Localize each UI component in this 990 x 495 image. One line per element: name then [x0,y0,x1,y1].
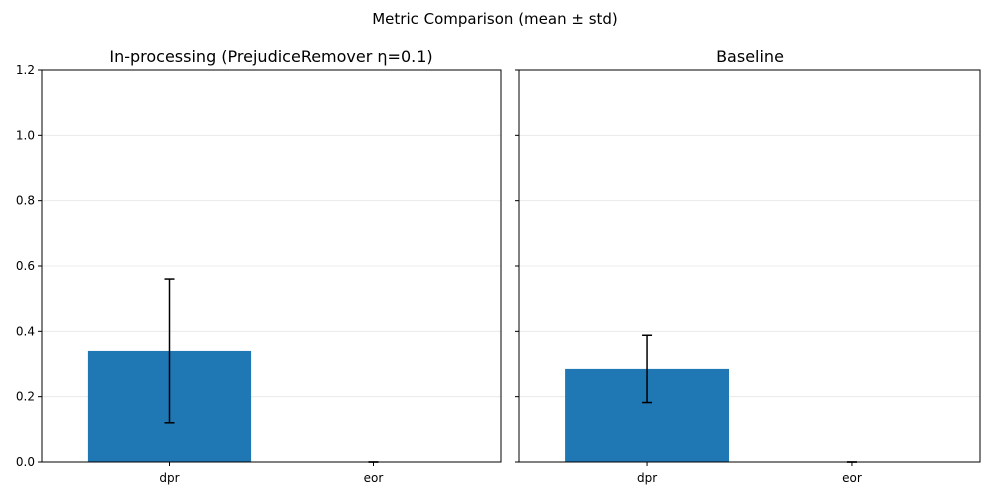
x-tick-label-eor: eor [842,471,862,485]
x-tick-label-eor: eor [364,471,384,485]
y-tick-label: 0.0 [16,455,35,469]
subplot-title: In-processing (PrejudiceRemover η=0.1) [109,47,432,66]
subplot-in-processing: In-processing (PrejudiceRemover η=0.1) 0… [16,47,502,485]
figure-title: Metric Comparison (mean ± std) [372,10,618,28]
y-tick-label: 0.2 [16,390,35,404]
y-tick-label: 1.2 [16,63,35,77]
y-tick-label: 1.0 [16,128,35,142]
y-tick-label: 0.4 [16,324,35,338]
subplot-baseline: Baseline dpr eor [515,47,981,485]
y-tick-label: 0.8 [16,194,35,208]
subplot-title: Baseline [716,47,784,66]
y-tick-label: 0.6 [16,259,35,273]
x-tick-label-dpr: dpr [637,471,657,485]
x-tick-label-dpr: dpr [159,471,179,485]
